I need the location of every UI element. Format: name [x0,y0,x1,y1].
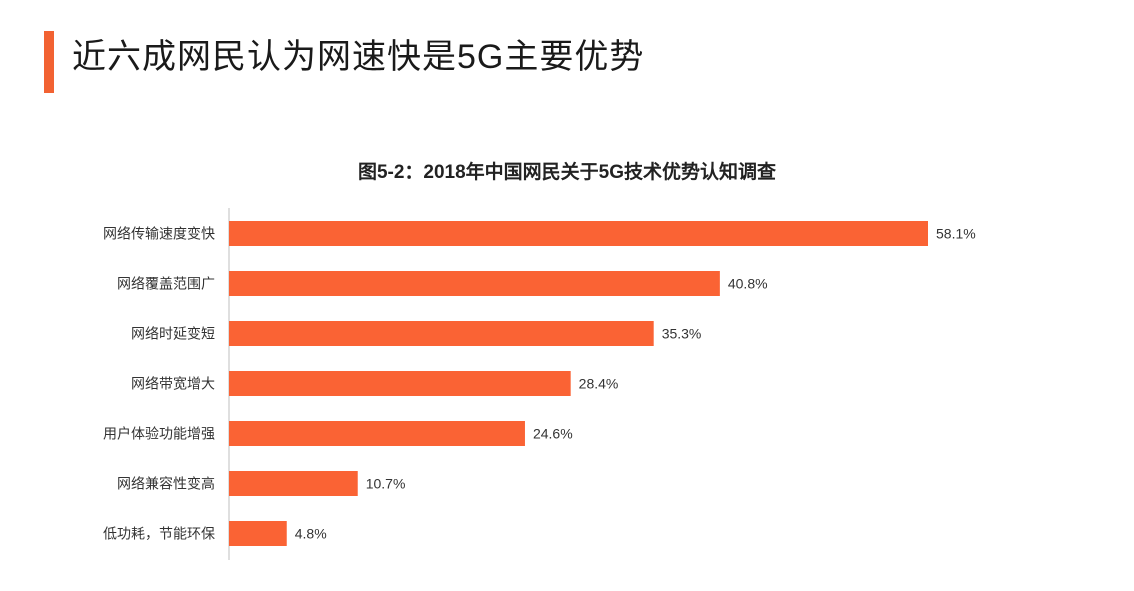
category-label-5: 用户体验功能增强 [103,426,215,442]
category-label-3: 网络时延变短 [131,326,215,342]
category-label-7: 低功耗，节能环保 [103,526,215,542]
bar-2 [229,271,720,296]
chart-title: 图5-2：2018年中国网民关于5G技术优势认知调查 [357,162,777,183]
value-label-3: 35.3% [662,326,702,342]
category-label-2: 网络覆盖范围广 [117,276,215,292]
value-label-6: 10.7% [366,476,406,492]
category-label-6: 网络兼容性变高 [117,476,215,492]
value-label-5: 24.6% [533,426,573,442]
category-label-1: 网络传输速度变快 [103,226,215,242]
value-label-1: 58.1% [936,226,976,242]
bar-4 [229,371,571,396]
bar-3 [229,321,654,346]
bar-7 [229,521,287,546]
title-accent-bar [44,31,54,93]
value-label-7: 4.8% [295,526,327,542]
page-title: 近六成网民认为网速快是5G主要优势 [72,38,645,76]
bar-6 [229,471,358,496]
value-label-4: 28.4% [579,376,619,392]
value-label-2: 40.8% [728,276,768,292]
bar-1 [229,221,928,246]
bar-5 [229,421,525,446]
category-label-4: 网络带宽增大 [131,376,215,392]
